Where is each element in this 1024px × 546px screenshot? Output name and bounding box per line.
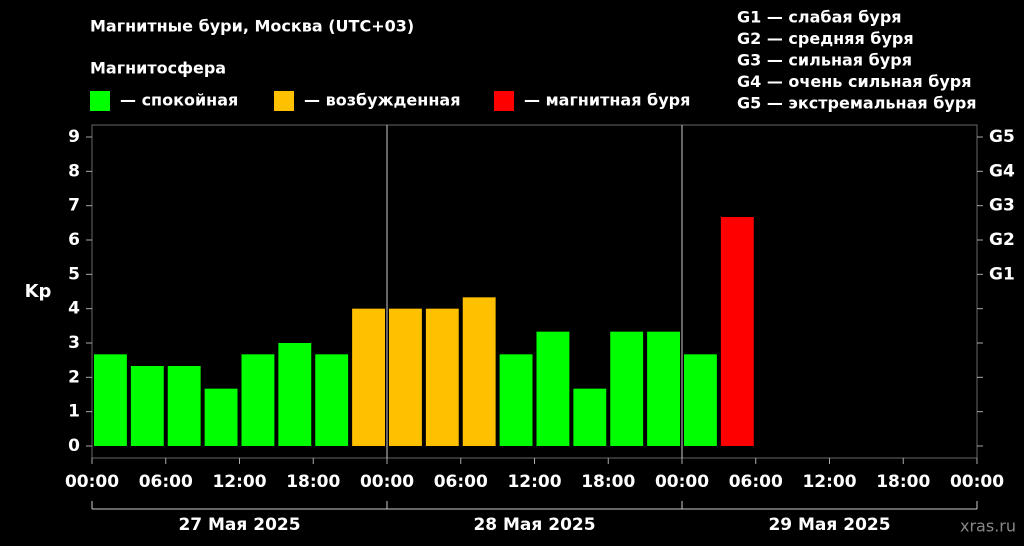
legend-swatch xyxy=(494,91,514,111)
x-tick-label: 12:00 xyxy=(802,472,856,492)
x-tick-label: 18:00 xyxy=(286,472,340,492)
bar xyxy=(352,308,385,446)
bar xyxy=(610,331,644,446)
y-tick-label: 6 xyxy=(68,230,80,250)
bar xyxy=(167,365,201,446)
y2-tick-label: G5 xyxy=(989,127,1015,147)
x-tick-label: 12:00 xyxy=(507,472,561,492)
y2-tick-label: G2 xyxy=(989,230,1015,250)
bar xyxy=(720,217,754,446)
legend-swatch xyxy=(90,91,110,111)
x-tick-label: 18:00 xyxy=(581,472,635,492)
x-tick-label: 06:00 xyxy=(729,472,783,492)
y-tick-label: 1 xyxy=(68,402,80,422)
bar xyxy=(499,354,533,446)
y-tick-label: 0 xyxy=(68,436,80,456)
bar xyxy=(315,354,349,446)
y-tick-label: 4 xyxy=(68,299,80,319)
day-label: 28 Мая 2025 xyxy=(473,515,595,535)
y-axis-label: Kp xyxy=(25,281,52,302)
storm-level: G3 — сильная буря xyxy=(737,51,912,70)
x-tick-label: 06:00 xyxy=(139,472,193,492)
x-tick-label: 00:00 xyxy=(360,472,414,492)
y-tick-label: 3 xyxy=(68,333,80,353)
x-tick-label: 12:00 xyxy=(212,472,266,492)
bar xyxy=(204,388,238,446)
x-tick-label: 00:00 xyxy=(655,472,709,492)
bar xyxy=(684,354,717,446)
legend-label: — возбужденная xyxy=(304,91,460,110)
x-tick-label: 18:00 xyxy=(876,472,930,492)
y2-tick-label: G4 xyxy=(989,161,1015,181)
storm-level: G4 — очень сильная буря xyxy=(737,72,972,91)
y-tick-label: 8 xyxy=(68,161,80,181)
bar xyxy=(130,365,164,446)
legend-title: Магнитосфера xyxy=(90,59,226,78)
legend-label: — магнитная буря xyxy=(524,91,690,110)
y-tick-label: 9 xyxy=(68,127,80,147)
bar xyxy=(241,354,275,446)
storm-level: G2 — средняя буря xyxy=(737,29,914,48)
y2-tick-label: G1 xyxy=(989,264,1015,284)
x-tick-label: 00:00 xyxy=(65,472,119,492)
bar xyxy=(389,308,422,446)
x-tick-label: 00:00 xyxy=(950,472,1004,492)
bar xyxy=(462,297,496,446)
bar xyxy=(94,354,127,446)
legend-swatch xyxy=(274,91,294,111)
y2-tick-label: G3 xyxy=(989,196,1015,216)
storm-level: G1 — слабая буря xyxy=(737,8,902,27)
x-tick-label: 06:00 xyxy=(434,472,488,492)
watermark: xras.ru xyxy=(960,517,1016,536)
bar xyxy=(425,308,459,446)
bar xyxy=(647,331,680,446)
bar xyxy=(278,342,312,446)
storm-level: G5 — экстремальная буря xyxy=(737,94,977,113)
bar xyxy=(536,331,570,446)
bar xyxy=(573,388,607,446)
day-label: 29 Мая 2025 xyxy=(768,515,890,535)
y-tick-label: 7 xyxy=(68,196,80,216)
legend-label: — спокойная xyxy=(120,91,238,110)
y-tick-label: 5 xyxy=(68,264,80,284)
chart-title: Магнитные бури, Москва (UTC+03) xyxy=(90,17,414,36)
y-tick-label: 2 xyxy=(68,367,80,387)
day-label: 27 Мая 2025 xyxy=(178,515,300,535)
